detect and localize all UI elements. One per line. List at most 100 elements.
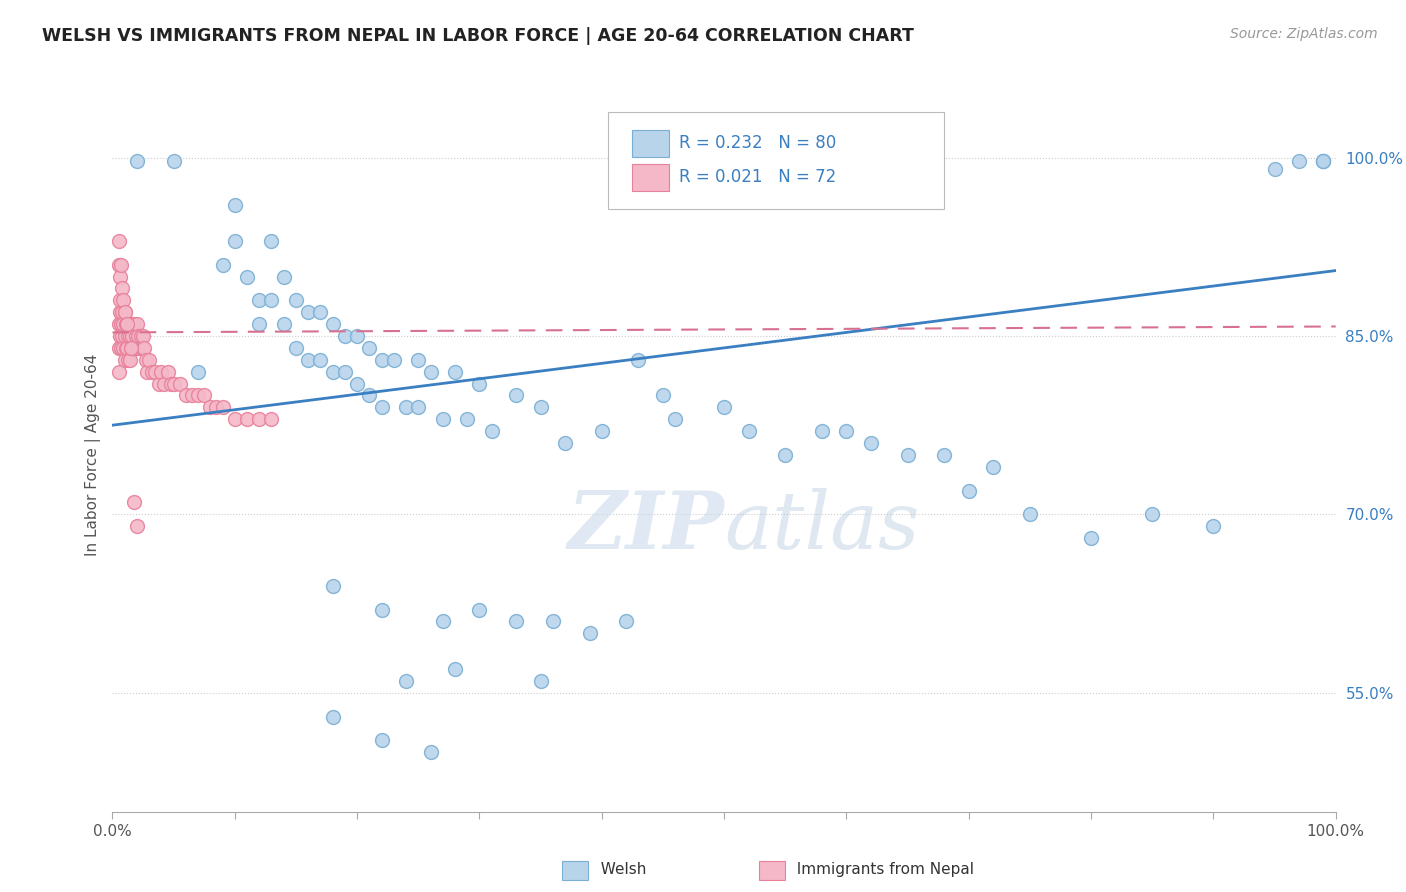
Point <box>108 269 131 284</box>
Point <box>114 305 136 319</box>
Point <box>120 341 142 355</box>
Point <box>187 365 209 379</box>
Point <box>193 388 215 402</box>
Point <box>131 341 153 355</box>
Point <box>1288 154 1310 169</box>
Point <box>156 365 179 379</box>
Point <box>205 401 228 415</box>
Text: Welsh: Welsh <box>591 863 645 877</box>
Point <box>150 365 173 379</box>
Text: Source: ZipAtlas.com: Source: ZipAtlas.com <box>1230 27 1378 41</box>
Point <box>591 424 613 438</box>
Point <box>481 424 503 438</box>
Point <box>309 352 332 367</box>
Point <box>114 305 136 319</box>
Text: R = 0.021   N = 72: R = 0.021 N = 72 <box>679 169 837 186</box>
Point <box>153 376 176 391</box>
Point <box>169 376 191 391</box>
Point <box>297 352 319 367</box>
Point <box>395 401 418 415</box>
Point <box>121 329 143 343</box>
Point <box>115 341 138 355</box>
Point <box>236 269 259 284</box>
Point <box>114 329 136 343</box>
Point <box>529 673 551 688</box>
Point <box>174 388 197 402</box>
Point <box>359 388 381 402</box>
Point <box>112 317 135 331</box>
Point <box>664 412 686 426</box>
Point <box>108 293 131 308</box>
Point <box>859 436 882 450</box>
Point <box>382 352 405 367</box>
Point <box>124 495 146 509</box>
Point <box>187 388 209 402</box>
Point <box>224 412 246 426</box>
Point <box>110 341 132 355</box>
Point <box>322 365 344 379</box>
Point <box>115 341 138 355</box>
Point <box>260 293 283 308</box>
Point <box>505 388 527 402</box>
Point <box>273 317 295 331</box>
Point <box>247 412 270 426</box>
Text: Immigrants from Nepal: Immigrants from Nepal <box>787 863 974 877</box>
Point <box>122 341 145 355</box>
Point <box>554 436 576 450</box>
Text: atlas: atlas <box>724 488 920 565</box>
Point <box>981 459 1004 474</box>
Point <box>236 412 259 426</box>
Point <box>224 234 246 248</box>
Point <box>273 269 295 284</box>
Point <box>141 365 163 379</box>
Point <box>309 305 332 319</box>
Point <box>118 329 141 343</box>
FancyBboxPatch shape <box>607 112 945 209</box>
Point <box>1018 508 1040 522</box>
Point <box>1312 154 1334 169</box>
Point <box>395 673 418 688</box>
Point <box>444 662 467 676</box>
Point <box>934 448 956 462</box>
Point <box>346 329 368 343</box>
Point <box>125 317 148 331</box>
Point <box>1142 508 1164 522</box>
Point <box>370 602 392 616</box>
Point <box>111 281 134 295</box>
Point <box>260 412 283 426</box>
Point <box>112 293 135 308</box>
Point <box>652 388 675 402</box>
Point <box>125 519 148 533</box>
Point <box>614 615 637 629</box>
Point <box>333 365 356 379</box>
FancyBboxPatch shape <box>633 164 669 191</box>
Point <box>419 365 441 379</box>
Point <box>138 352 160 367</box>
Point <box>135 365 157 379</box>
Point <box>112 341 135 355</box>
Point <box>370 401 392 415</box>
Point <box>117 352 139 367</box>
Point <box>115 317 138 331</box>
Point <box>125 341 148 355</box>
Point <box>125 329 148 343</box>
Point <box>163 376 186 391</box>
Point <box>541 615 564 629</box>
Point <box>115 317 138 331</box>
Point <box>117 329 139 343</box>
Point <box>835 424 858 438</box>
Point <box>124 341 146 355</box>
Point <box>125 154 148 169</box>
Point <box>108 305 131 319</box>
Point <box>322 317 344 331</box>
Point <box>120 341 142 355</box>
Point <box>260 234 283 248</box>
Point <box>107 234 129 248</box>
FancyBboxPatch shape <box>633 129 669 157</box>
Point <box>107 317 129 331</box>
Point <box>160 376 183 391</box>
Y-axis label: In Labor Force | Age 20-64: In Labor Force | Age 20-64 <box>86 354 101 556</box>
Point <box>322 709 344 723</box>
Point <box>322 579 344 593</box>
Point <box>134 341 156 355</box>
